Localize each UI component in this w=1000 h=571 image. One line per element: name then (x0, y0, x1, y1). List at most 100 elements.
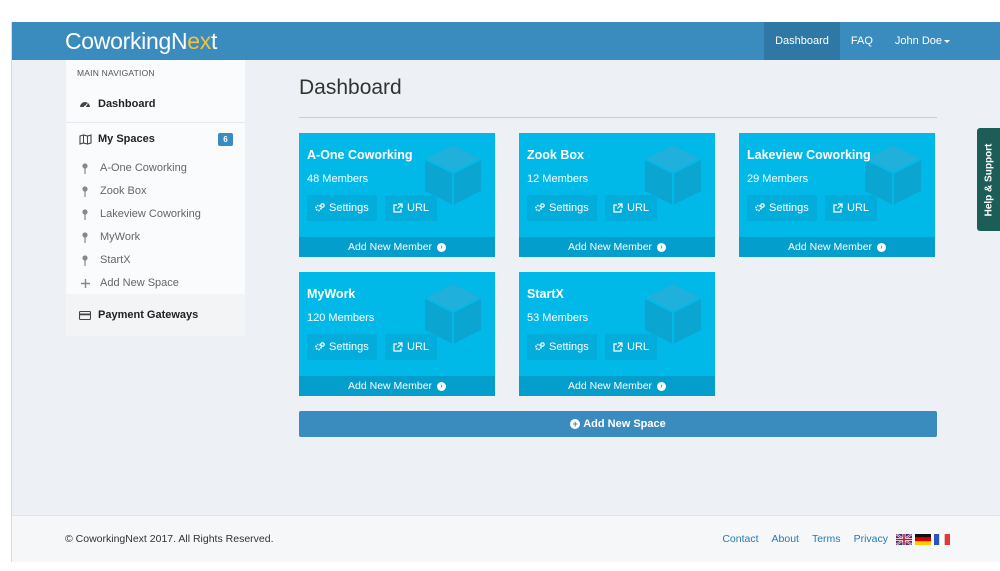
settings-button[interactable]: Settings (307, 195, 377, 221)
external-link-icon (613, 342, 623, 352)
member-count: 12 Members (527, 173, 589, 185)
pin-icon (80, 185, 90, 197)
cube-icon (424, 284, 482, 344)
add-member-label: Add New Member (348, 241, 433, 253)
member-count: 48 Members (307, 173, 369, 185)
add-member-button[interactable]: Add New Member › (739, 237, 935, 257)
add-member-label: Add New Member (788, 241, 873, 253)
settings-button[interactable]: Settings (747, 195, 817, 221)
sidebar-item-my-spaces[interactable]: My Spaces 6 (66, 131, 245, 147)
member-count: 53 Members (527, 312, 589, 324)
url-label: URL (847, 202, 870, 214)
cogs-icon (315, 203, 325, 212)
cogs-icon (535, 203, 545, 212)
user-menu[interactable]: John Doe (884, 22, 961, 60)
arrow-circle-right-icon: › (436, 381, 446, 391)
uk-flag-icon[interactable] (896, 533, 912, 545)
map-icon (78, 133, 92, 145)
space-name: Zook Box (527, 148, 584, 162)
add-member-button[interactable]: Add New Member › (519, 237, 715, 257)
sidebar: MAIN NAVIGATION Dashboard My Spaces 6 A-… (66, 60, 245, 336)
sidebar-add-space-label: Add New Space (100, 277, 179, 289)
top-nav-menu: Dashboard FAQ John Doe (764, 22, 961, 60)
caret-down-icon (944, 39, 950, 43)
help-support-label: Help & Support (983, 143, 995, 217)
top-navbar: CoworkingNext Dashboard FAQ John Doe (12, 22, 1000, 60)
add-member-button[interactable]: Add New Member › (519, 376, 715, 396)
cube-icon (644, 284, 702, 344)
cube-icon (644, 145, 702, 205)
add-member-label: Add New Member (348, 380, 433, 392)
footer: © CoworkingNext 2017. All Rights Reserve… (12, 515, 1000, 562)
french-flag-icon[interactable] (934, 533, 950, 545)
member-count: 29 Members (747, 173, 809, 185)
space-card: A-One Coworking 48 Members Settings URL … (299, 133, 495, 257)
arrow-circle-right-icon: › (436, 242, 446, 252)
sidebar-space-item[interactable]: Lakeview Coworking (66, 207, 245, 221)
add-member-label: Add New Member (568, 241, 653, 253)
add-new-space-button[interactable]: + Add New Space (299, 411, 937, 437)
page-title: Dashboard (299, 76, 402, 99)
sidebar-space-item[interactable]: MyWork (66, 230, 245, 244)
footer-link-contact[interactable]: Contact (722, 533, 759, 545)
german-flag-icon[interactable] (915, 533, 931, 545)
url-label: URL (407, 341, 430, 353)
nav-faq[interactable]: FAQ (850, 35, 873, 47)
url-button[interactable]: URL (385, 195, 438, 221)
sidebar-label: My Spaces (98, 133, 155, 145)
settings-label: Settings (549, 202, 589, 214)
space-card: StartX 53 Members Settings URL Add New M… (519, 272, 715, 396)
app-frame: CoworkingNext Dashboard FAQ John Doe MAI… (11, 22, 1000, 562)
pin-icon (80, 208, 90, 220)
help-support-tab[interactable]: Help & Support (977, 128, 1000, 231)
add-member-button[interactable]: Add New Member › (299, 376, 495, 396)
url-button[interactable]: URL (605, 334, 658, 360)
url-label: URL (627, 202, 650, 214)
sidebar-space-item[interactable]: Zook Box (66, 184, 245, 198)
sidebar-add-space[interactable]: Add New Space (66, 276, 245, 290)
external-link-icon (833, 203, 843, 213)
cogs-icon (535, 342, 545, 351)
arrow-circle-right-icon: › (656, 381, 666, 391)
cogs-icon (315, 342, 325, 351)
dashboard-icon (78, 99, 92, 109)
footer-link-about[interactable]: About (771, 533, 799, 545)
arrow-circle-right-icon: › (876, 242, 886, 252)
url-button[interactable]: URL (385, 334, 438, 360)
credit-card-icon (78, 310, 92, 320)
sidebar-space-label: A-One Coworking (100, 162, 187, 174)
settings-label: Settings (549, 341, 589, 353)
spaces-count-badge: 6 (218, 133, 233, 146)
sidebar-item-payment-gateways[interactable]: Payment Gateways (66, 294, 245, 336)
url-button[interactable]: URL (605, 195, 658, 221)
user-name: John Doe (894, 35, 942, 47)
brand-logo[interactable]: CoworkingNext (65, 28, 218, 54)
footer-link-terms[interactable]: Terms (811, 533, 841, 545)
add-member-label: Add New Member (568, 380, 653, 392)
url-label: URL (627, 341, 650, 353)
settings-button[interactable]: Settings (527, 195, 597, 221)
space-name: StartX (527, 287, 564, 301)
pin-icon (80, 231, 90, 243)
title-divider (299, 117, 937, 118)
space-card: Lakeview Coworking 29 Members Settings U… (739, 133, 935, 257)
add-member-button[interactable]: Add New Member › (299, 237, 495, 257)
settings-button[interactable]: Settings (307, 334, 377, 360)
external-link-icon (613, 203, 623, 213)
sidebar-space-item[interactable]: StartX (66, 253, 245, 267)
cube-icon (864, 145, 922, 205)
space-name: MyWork (307, 287, 356, 301)
settings-button[interactable]: Settings (527, 334, 597, 360)
copyright-text: © CoworkingNext 2017. All Rights Reserve… (65, 533, 274, 545)
nav-dashboard[interactable]: Dashboard (764, 22, 840, 60)
plus-icon (80, 278, 90, 288)
sidebar-item-dashboard[interactable]: Dashboard (66, 96, 245, 112)
sidebar-space-item[interactable]: A-One Coworking (66, 161, 245, 175)
footer-link-privacy[interactable]: Privacy (853, 533, 888, 545)
external-link-icon (393, 203, 403, 213)
sidebar-space-label: Lakeview Coworking (100, 208, 201, 220)
add-new-space-label: Add New Space (583, 418, 666, 430)
url-button[interactable]: URL (825, 195, 878, 221)
sidebar-space-label: MyWork (100, 231, 141, 243)
space-card: Zook Box 12 Members Settings URL Add New… (519, 133, 715, 257)
